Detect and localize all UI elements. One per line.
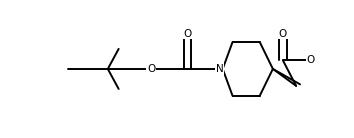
Text: O: O	[279, 29, 287, 39]
Text: O: O	[307, 55, 315, 65]
Text: O: O	[147, 64, 155, 74]
Text: N: N	[216, 64, 223, 74]
Text: O: O	[183, 29, 192, 39]
